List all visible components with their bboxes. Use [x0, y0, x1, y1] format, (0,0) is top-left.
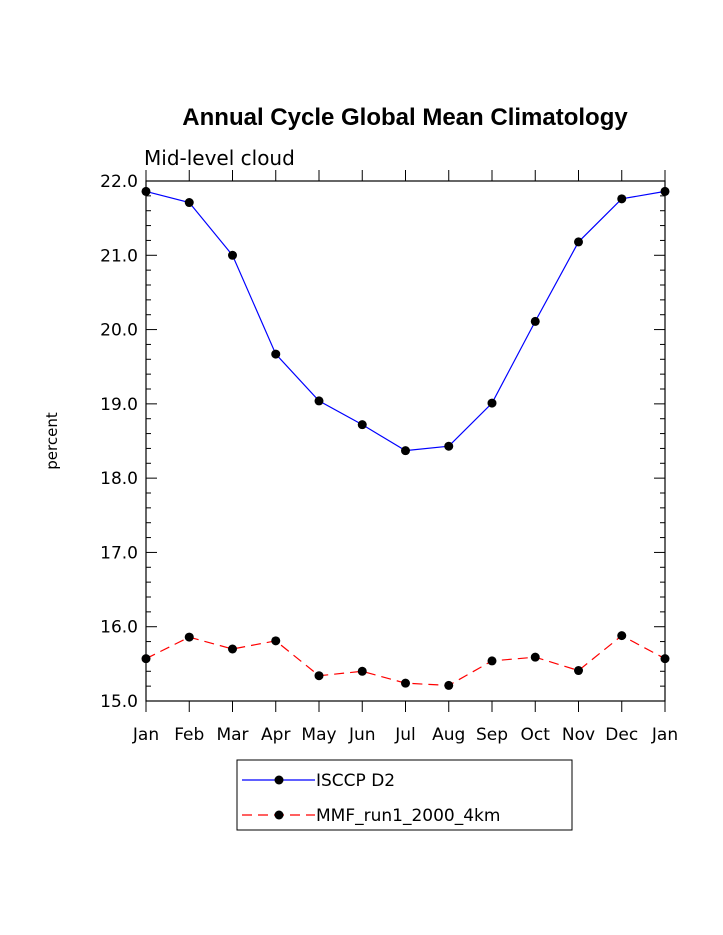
x-tick-label: Oct	[521, 725, 551, 745]
x-tick-label: Feb	[174, 725, 204, 745]
data-point	[530, 652, 540, 662]
x-tick-label: Aug	[432, 725, 465, 745]
y-tick-label: 22.0	[100, 172, 138, 192]
data-point	[141, 654, 151, 664]
data-point	[314, 396, 324, 406]
y-tick-label: 20.0	[100, 321, 138, 341]
series-2	[141, 631, 670, 690]
chart-title: Annual Cycle Global Mean Climatology	[182, 104, 628, 131]
legend-entry: MMF_run1_2000_4km	[242, 806, 500, 826]
data-point	[444, 441, 454, 451]
plot-frame	[145, 180, 666, 702]
data-point	[314, 671, 324, 681]
legend: ISCCP D2 MMF_run1_2000_4km	[242, 771, 500, 826]
chart-subtitle: Mid-level cloud	[144, 146, 295, 170]
legend-label: MMF_run1_2000_4km	[316, 806, 500, 826]
y-tick-label: 19.0	[100, 395, 138, 415]
data-point	[660, 654, 670, 664]
y-tick-label: 18.0	[100, 469, 138, 489]
data-point	[574, 666, 583, 676]
x-tick-label: Jun	[348, 725, 376, 745]
legend-marker	[274, 810, 284, 820]
data-point	[184, 632, 194, 642]
data-point	[660, 186, 670, 196]
y-tick-label: 16.0	[100, 618, 138, 638]
x-tick-label: Jan	[132, 725, 159, 745]
axis-ticks	[145, 170, 666, 712]
x-tick-label: Jul	[394, 725, 416, 745]
data-point	[357, 666, 367, 676]
series-1	[141, 186, 670, 456]
data-point	[228, 644, 237, 654]
x-tick-label: Jan	[651, 725, 678, 745]
data-point	[357, 420, 367, 430]
y-tick-label: 15.0	[100, 692, 138, 712]
x-tick-label: Sep	[476, 725, 508, 745]
data-point	[141, 186, 151, 196]
y-axis-label: percent	[43, 412, 61, 470]
data-point	[444, 680, 454, 690]
data-point	[617, 631, 627, 641]
data-point	[487, 398, 497, 408]
data-point	[574, 237, 583, 247]
data-point	[228, 250, 237, 260]
x-tick-label: May	[301, 725, 336, 745]
series-layer	[141, 186, 670, 690]
data-point	[271, 349, 281, 359]
series-line	[145, 634, 666, 687]
data-point	[401, 446, 410, 456]
y-tick-labels: 15.0 16.0 17.0 18.0 19.0 20.0 21.0 22.0	[100, 172, 138, 712]
data-point	[271, 636, 281, 646]
y-tick-label: 17.0	[100, 543, 138, 563]
x-tick-labels: Jan Feb Mar Apr May Jun Jul Aug Sep Oct Nov Dec Jan	[132, 725, 678, 745]
x-tick-label: Mar	[216, 725, 248, 745]
legend-entry: ISCCP D2	[242, 771, 395, 791]
legend-box	[236, 759, 573, 831]
y-tick-label: 21.0	[100, 246, 138, 266]
data-point	[617, 194, 627, 204]
data-point	[401, 678, 410, 688]
data-point	[530, 316, 540, 326]
x-tick-label: Apr	[261, 725, 290, 745]
data-point	[184, 198, 194, 208]
legend-marker	[274, 775, 284, 785]
legend-label: ISCCP D2	[316, 771, 395, 791]
x-tick-label: Dec	[605, 725, 638, 745]
series-line	[145, 190, 666, 452]
data-point	[487, 656, 497, 666]
x-tick-label: Nov	[562, 725, 595, 745]
